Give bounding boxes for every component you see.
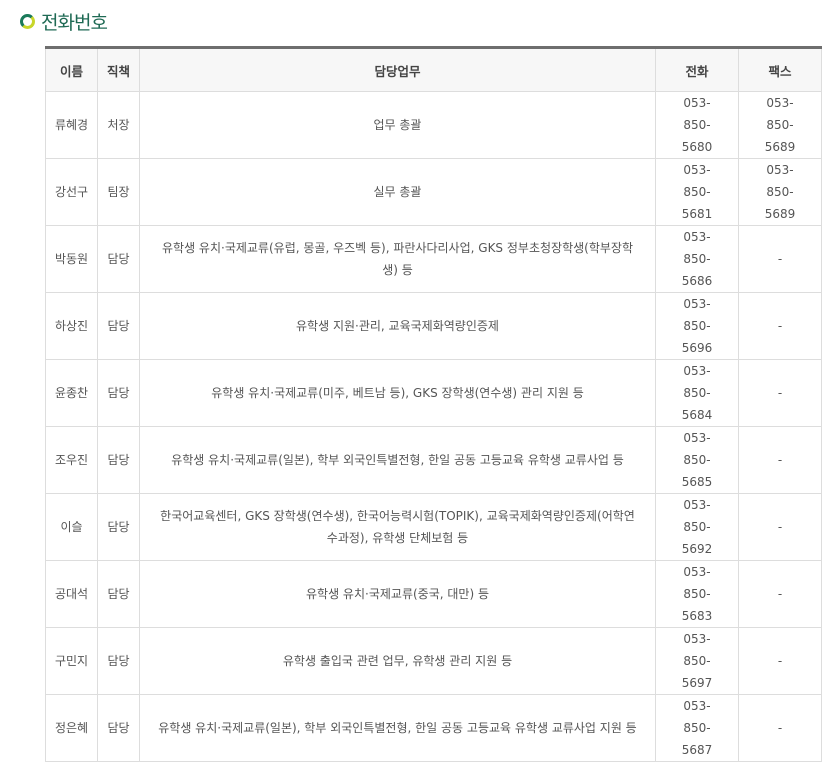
cell-name: 류혜경 [45,91,98,159]
table-header-row: 이름 직책 담당업무 전화 팩스 [45,47,822,92]
cell-duty: 유학생 유치·국제교류(중국, 대만) 등 [139,560,656,628]
cell-name: 조우진 [45,426,98,494]
cell-position: 담당 [97,292,140,360]
cell-name: 하상진 [45,292,98,360]
cell-position: 담당 [97,694,140,762]
cell-fax: - [738,292,822,360]
cell-fax: - [738,359,822,427]
cell-phone: 053-850-5687 [655,694,739,762]
cell-fax: - [738,493,822,561]
cell-duty: 유학생 출입국 관련 업무, 유학생 관리 지원 등 [139,627,656,695]
header-duty: 담당업무 [139,47,656,92]
cell-fax: - [738,560,822,628]
cell-fax: 053-850-5689 [738,158,822,226]
cell-position: 담당 [97,359,140,427]
table-row: 정은혜 담당 유학생 유치·국제교류(일본), 학부 외국인특별전형, 한일 공동 … [45,694,822,762]
cell-fax: - [738,225,822,293]
cell-phone: 053-850-5680 [655,91,739,159]
cell-position: 처장 [97,91,140,159]
header-phone: 전화 [655,47,739,92]
cell-duty: 유학생 유치·국제교류(일본), 학부 외국인특별전형, 한일 공동 고등교육 … [139,694,656,762]
cell-duty: 업무 총괄 [139,91,656,159]
header-fax: 팩스 [738,47,822,92]
cell-phone: 053-850-5686 [655,225,739,293]
cell-phone: 053-850-5683 [655,560,739,628]
table-row: 공대석 담당 유학생 유치·국제교류(중국, 대만) 등 053-850-5683- [45,560,822,628]
cell-position: 담당 [97,493,140,561]
section-header: 전화번호 [20,8,108,35]
circle-bullet-icon [20,14,35,29]
table-row: 조우진 담당 유학생 유치·국제교류(일본), 학부 외국인특별전형, 한일 공동 … [45,426,822,494]
table-row: 구민지 담당 유학생 출입국 관련 업무, 유학생 관리 지원 등 053-850-5… [45,627,822,695]
table-row: 박동원 담당 유학생 유치·국제교류(유럽, 몽골, 우즈벡 등), 파란사다리사업… [45,225,822,293]
cell-fax: - [738,627,822,695]
cell-phone: 053-850-5697 [655,627,739,695]
cell-phone: 053-850-5681 [655,158,739,226]
cell-name: 강선구 [45,158,98,226]
cell-duty: 유학생 유치·국제교류(일본), 학부 외국인특별전형, 한일 공동 고등교육 … [139,426,656,494]
cell-fax: - [738,694,822,762]
table-row: 이슬 담당 한국어교육센터, GKS 장학생(연수생), 한국어능력시험(TOPIK… [45,493,822,561]
cell-duty: 유학생 지원·관리, 교육국제화역량인증제 [139,292,656,360]
cell-duty: 유학생 유치·국제교류(유럽, 몽골, 우즈벡 등), 파란사다리사업, GKS… [139,225,656,293]
cell-name: 공대석 [45,560,98,628]
table-row: 윤종찬 담당 유학생 유치·국제교류(미주, 베트남 등), GKS 장학생(연수생… [45,359,822,427]
cell-phone: 053-850-5685 [655,426,739,494]
cell-position: 담당 [97,627,140,695]
cell-fax: 053-850-5689 [738,91,822,159]
cell-position: 담당 [97,560,140,628]
cell-duty: 유학생 유치·국제교류(미주, 베트남 등), GKS 장학생(연수생) 관리 … [139,359,656,427]
table-row: 강선구 팀장 실무 총괄 053-850-5681 053-850-5689 [45,158,822,226]
cell-name: 윤종찬 [45,359,98,427]
cell-name: 정은혜 [45,694,98,762]
cell-position: 담당 [97,225,140,293]
cell-position: 팀장 [97,158,140,226]
header-position: 직책 [97,47,140,92]
table-row: 하상진 담당 유학생 지원·관리, 교육국제화역량인증제 053-850-5696- [45,292,822,360]
cell-name: 구민지 [45,627,98,695]
cell-name: 박동원 [45,225,98,293]
cell-fax: - [738,426,822,494]
cell-phone: 053-850-5692 [655,493,739,561]
header-name: 이름 [45,47,98,92]
cell-phone: 053-850-5696 [655,292,739,360]
cell-phone: 053-850-5684 [655,359,739,427]
section-title: 전화번호 [41,12,108,34]
cell-duty: 실무 총괄 [139,158,656,226]
table-row: 류혜경 처장 업무 총괄 053-850-5680 053-850-5689 [45,91,822,159]
phone-directory-table: 이름 직책 담당업무 전화 팩스 류혜경 처장 업무 총괄 053-850-5680 0… [45,46,822,762]
cell-position: 담당 [97,426,140,494]
cell-name: 이슬 [45,493,98,561]
cell-duty: 한국어교육센터, GKS 장학생(연수생), 한국어능력시험(TOPIK), 교… [139,493,656,561]
